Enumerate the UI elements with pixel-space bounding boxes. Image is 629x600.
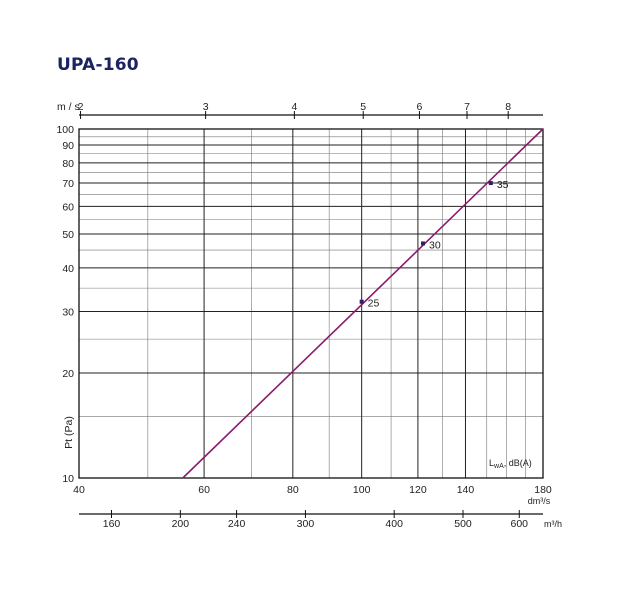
x-tick-label: 60 bbox=[198, 484, 210, 496]
y-tick-label: 20 bbox=[62, 368, 74, 380]
top-axis-tick-label: 4 bbox=[291, 101, 297, 113]
y-axis-label: Pt (Pa) bbox=[63, 416, 75, 449]
axes: 10 20 30 40 50 60 70 80 90 100 40 60 80 100 120 140 180 2… bbox=[56, 101, 551, 530]
bottom-axis-tick-label: 600 bbox=[510, 518, 528, 530]
bottom-axis-tick-label: 240 bbox=[228, 518, 246, 530]
x-axis-label: dm³/s bbox=[528, 496, 551, 506]
y-tick-label: 10 bbox=[62, 473, 74, 485]
data-point bbox=[359, 299, 364, 304]
bottom-axis-tick-label: 160 bbox=[103, 518, 121, 530]
top-axis-tick-label: 8 bbox=[505, 101, 511, 113]
legend-note-main: L bbox=[489, 458, 494, 468]
y-tick-label: 80 bbox=[62, 158, 74, 170]
y-tick-label: 90 bbox=[62, 140, 74, 152]
data-point-label: 35 bbox=[497, 179, 509, 191]
chart-title: UPA-160 bbox=[57, 55, 139, 75]
legend-note-suffix: , dB(A) bbox=[504, 458, 532, 468]
legend-note-sub: wA bbox=[493, 463, 504, 470]
bottom-axis-label: m³/h bbox=[544, 519, 562, 529]
y-tick-label: 70 bbox=[62, 178, 74, 190]
top-axis-label: m / s bbox=[57, 101, 80, 113]
data-point-label: 25 bbox=[368, 298, 380, 310]
x-tick-label: 40 bbox=[73, 484, 85, 496]
x-tick-label: 120 bbox=[409, 484, 427, 496]
y-tick-label: 30 bbox=[62, 306, 74, 318]
x-tick-label: 140 bbox=[457, 484, 475, 496]
data-points: 25 30 35 bbox=[359, 179, 509, 310]
data-point bbox=[421, 241, 426, 246]
bottom-axis-tick-label: 200 bbox=[172, 518, 190, 530]
x-tick-label: 80 bbox=[287, 484, 299, 496]
data-point bbox=[488, 181, 493, 186]
bottom-axis-tick-label: 300 bbox=[297, 518, 315, 530]
y-tick-label: 100 bbox=[56, 124, 74, 136]
y-tick-label: 60 bbox=[62, 201, 74, 213]
bottom-axis-tick-label: 500 bbox=[454, 518, 472, 530]
plot-frame bbox=[78, 128, 544, 479]
x-tick-label: 180 bbox=[534, 484, 552, 496]
legend-note: LwA, dB(A) bbox=[489, 458, 532, 470]
y-tick-label: 50 bbox=[62, 229, 74, 241]
y-tick-label: 40 bbox=[62, 263, 74, 275]
top-axis-tick-label: 7 bbox=[464, 101, 470, 113]
bottom-axis-tick-label: 400 bbox=[385, 518, 403, 530]
top-axis-tick-label: 5 bbox=[360, 101, 366, 113]
x-tick-label: 100 bbox=[353, 484, 371, 496]
top-axis-tick-label: 6 bbox=[417, 101, 423, 113]
data-point-label: 30 bbox=[429, 239, 441, 251]
top-axis-tick-label: 2 bbox=[78, 101, 84, 113]
grid bbox=[78, 128, 544, 479]
top-axis-tick-label: 3 bbox=[203, 101, 209, 113]
